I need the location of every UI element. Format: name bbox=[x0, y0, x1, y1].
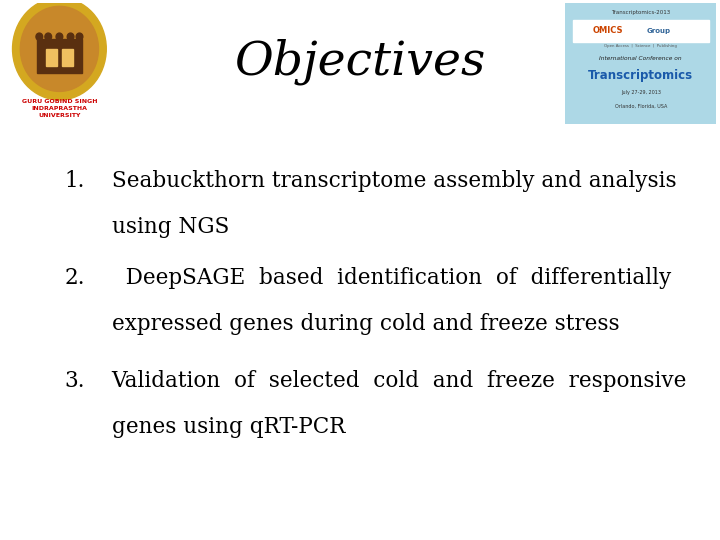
Text: Group: Group bbox=[647, 28, 671, 33]
Text: using NGS: using NGS bbox=[112, 216, 229, 238]
Bar bbox=[62, 49, 73, 66]
Text: 2.: 2. bbox=[65, 267, 85, 289]
Bar bbox=[37, 39, 82, 73]
Text: Orlando, Florida, USA: Orlando, Florida, USA bbox=[615, 104, 667, 109]
Text: July 27-29, 2013: July 27-29, 2013 bbox=[621, 90, 661, 95]
Text: OMICS: OMICS bbox=[593, 26, 623, 35]
Text: Transcriptomics-2013: Transcriptomics-2013 bbox=[611, 10, 670, 15]
Text: DeepSAGE  based  identification  of  differentially: DeepSAGE based identification of differe… bbox=[112, 267, 671, 289]
Circle shape bbox=[67, 33, 74, 40]
Circle shape bbox=[56, 33, 63, 40]
Text: GURU GOBIND SINGH
INDRAPRASTHA
UNIVERSITY: GURU GOBIND SINGH INDRAPRASTHA UNIVERSIT… bbox=[22, 99, 97, 118]
Text: Validation  of  selected  cold  and  freeze  responsive: Validation of selected cold and freeze r… bbox=[112, 370, 687, 392]
Bar bbox=[46, 49, 57, 66]
Text: International Conference on: International Conference on bbox=[600, 56, 682, 61]
Circle shape bbox=[76, 33, 83, 40]
Text: Seabuckthorn transcriptome assembly and analysis: Seabuckthorn transcriptome assembly and … bbox=[112, 170, 676, 192]
Text: expressed genes during cold and freeze stress: expressed genes during cold and freeze s… bbox=[112, 313, 619, 335]
Bar bbox=[573, 19, 708, 42]
Text: Transcriptomics: Transcriptomics bbox=[588, 69, 693, 82]
Text: Open Access  |  Science  |  Publishing: Open Access | Science | Publishing bbox=[604, 44, 678, 49]
Circle shape bbox=[20, 6, 99, 91]
Circle shape bbox=[36, 33, 42, 40]
Text: 3.: 3. bbox=[65, 370, 85, 392]
Text: 1.: 1. bbox=[65, 170, 85, 192]
Circle shape bbox=[45, 33, 52, 40]
Text: genes using qRT-PCR: genes using qRT-PCR bbox=[112, 416, 345, 437]
Text: Objectives: Objectives bbox=[235, 39, 485, 85]
Circle shape bbox=[12, 0, 107, 100]
